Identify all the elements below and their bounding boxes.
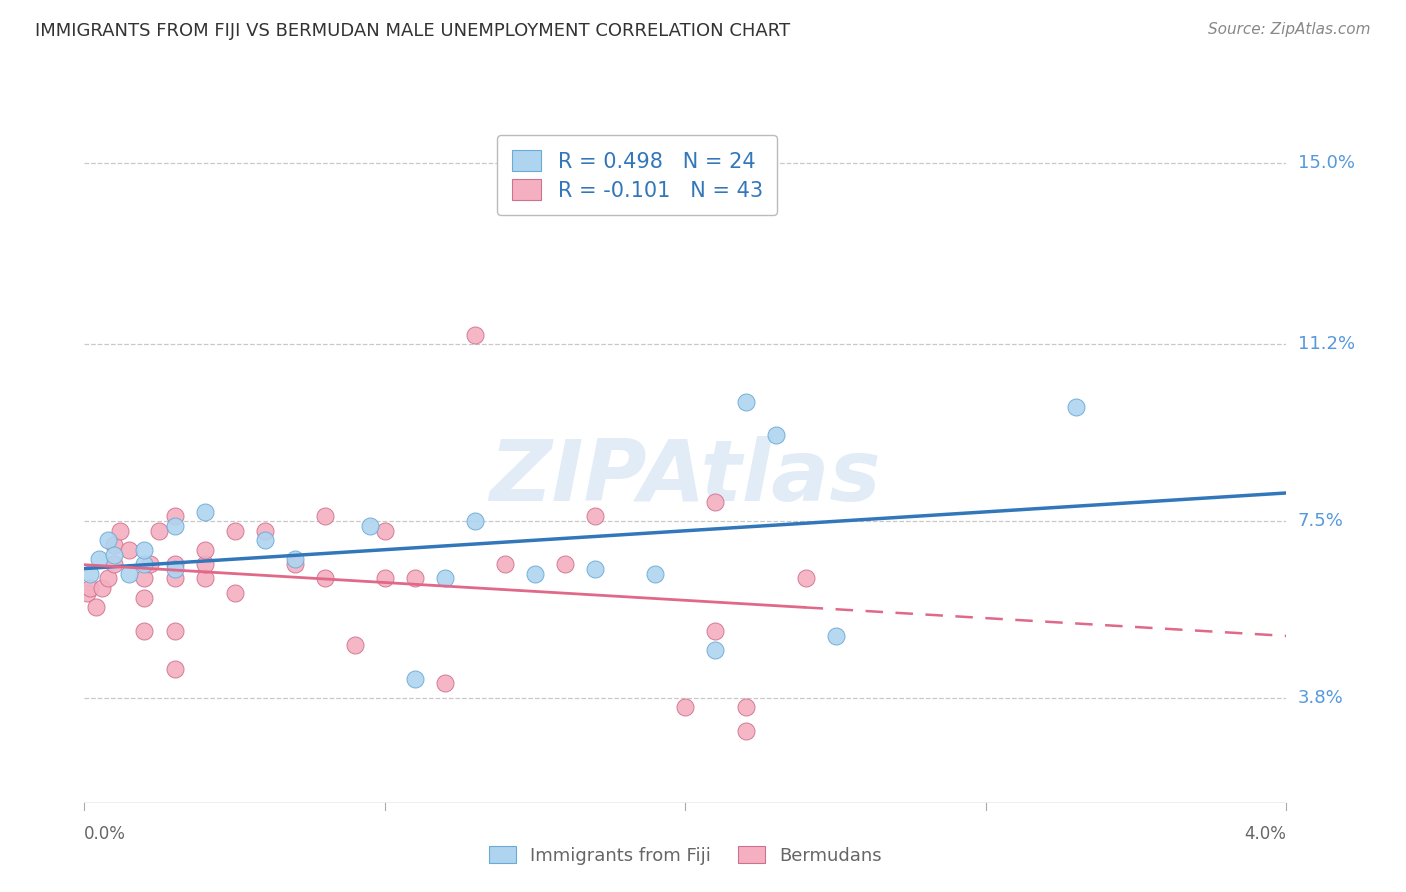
Point — [103, 548, 125, 562]
Point — [704, 643, 727, 657]
Point — [765, 428, 787, 442]
Text: ZIPAtlas: ZIPAtlas — [489, 436, 882, 519]
Point — [134, 591, 156, 605]
Point — [194, 571, 217, 585]
Point — [374, 571, 396, 585]
Point — [464, 327, 486, 342]
Text: 4.0%: 4.0% — [1244, 825, 1286, 843]
Point — [86, 600, 108, 615]
Text: 3.8%: 3.8% — [1298, 689, 1344, 706]
Point — [224, 586, 246, 600]
Point — [79, 581, 101, 595]
Point — [103, 538, 125, 552]
Point — [110, 524, 132, 538]
Point — [97, 571, 120, 585]
Point — [734, 394, 756, 409]
Point — [343, 638, 366, 652]
Point — [163, 571, 186, 585]
Point — [734, 700, 756, 714]
Point — [163, 562, 186, 576]
Point — [134, 557, 156, 571]
Point — [76, 586, 98, 600]
Point — [163, 557, 186, 571]
Point — [163, 509, 186, 524]
Text: 11.2%: 11.2% — [1298, 335, 1355, 353]
Point — [118, 566, 141, 581]
Text: 15.0%: 15.0% — [1298, 154, 1355, 172]
Point — [644, 566, 666, 581]
Point — [79, 566, 101, 581]
Point — [434, 676, 457, 690]
Point — [134, 624, 156, 638]
Point — [163, 624, 186, 638]
Point — [97, 533, 120, 548]
Point — [583, 562, 606, 576]
Point — [434, 571, 457, 585]
Point — [253, 533, 276, 548]
Point — [583, 509, 606, 524]
Point — [359, 519, 381, 533]
Point — [314, 571, 336, 585]
Point — [314, 509, 336, 524]
Text: IMMIGRANTS FROM FIJI VS BERMUDAN MALE UNEMPLOYMENT CORRELATION CHART: IMMIGRANTS FROM FIJI VS BERMUDAN MALE UN… — [35, 22, 790, 40]
Point — [118, 542, 141, 557]
Point — [494, 557, 516, 571]
Point — [675, 700, 697, 714]
Point — [374, 524, 396, 538]
Text: Source: ZipAtlas.com: Source: ZipAtlas.com — [1208, 22, 1371, 37]
Point — [824, 629, 846, 643]
Point — [194, 505, 217, 519]
Point — [704, 624, 727, 638]
Point — [253, 524, 276, 538]
Point — [148, 524, 170, 538]
Point — [1064, 400, 1087, 414]
Point — [134, 571, 156, 585]
Point — [554, 557, 576, 571]
Point — [89, 552, 111, 566]
Point — [139, 557, 162, 571]
Point — [224, 524, 246, 538]
Point — [163, 519, 186, 533]
Point — [404, 672, 426, 686]
Text: 0.0%: 0.0% — [84, 825, 127, 843]
Point — [284, 552, 307, 566]
Point — [404, 571, 426, 585]
Point — [524, 566, 547, 581]
Point — [134, 542, 156, 557]
Point — [794, 571, 817, 585]
Text: 7.5%: 7.5% — [1298, 512, 1344, 530]
Point — [163, 662, 186, 676]
Point — [734, 724, 756, 739]
Legend: Immigrants from Fiji, Bermudans: Immigrants from Fiji, Bermudans — [481, 838, 890, 871]
Point — [284, 557, 307, 571]
Point — [103, 557, 125, 571]
Point — [704, 495, 727, 509]
Point — [194, 542, 217, 557]
Point — [194, 557, 217, 571]
Point — [91, 581, 114, 595]
Point — [464, 514, 486, 528]
